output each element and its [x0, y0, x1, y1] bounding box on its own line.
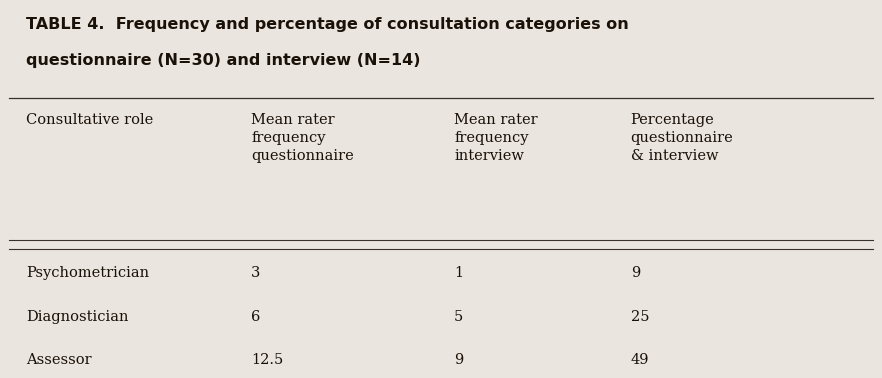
Text: Mean rater
frequency
questionnaire: Mean rater frequency questionnaire: [251, 113, 354, 163]
Text: 25: 25: [631, 310, 649, 324]
Text: 3: 3: [251, 266, 261, 280]
Text: 9: 9: [631, 266, 639, 280]
Text: 1: 1: [454, 266, 463, 280]
Text: questionnaire (N=30) and interview (N=14): questionnaire (N=30) and interview (N=14…: [26, 53, 421, 68]
Text: 49: 49: [631, 353, 649, 367]
Text: 6: 6: [251, 310, 261, 324]
Text: Diagnostician: Diagnostician: [26, 310, 129, 324]
Text: 12.5: 12.5: [251, 353, 284, 367]
Text: 5: 5: [454, 310, 463, 324]
Text: Mean rater
frequency
interview: Mean rater frequency interview: [454, 113, 538, 163]
Text: Psychometrician: Psychometrician: [26, 266, 150, 280]
Text: TABLE 4.  Frequency and percentage of consultation categories on: TABLE 4. Frequency and percentage of con…: [26, 17, 629, 32]
Text: 9: 9: [454, 353, 463, 367]
Text: Consultative role: Consultative role: [26, 113, 153, 127]
Text: Assessor: Assessor: [26, 353, 92, 367]
Text: Percentage
questionnaire
& interview: Percentage questionnaire & interview: [631, 113, 733, 163]
